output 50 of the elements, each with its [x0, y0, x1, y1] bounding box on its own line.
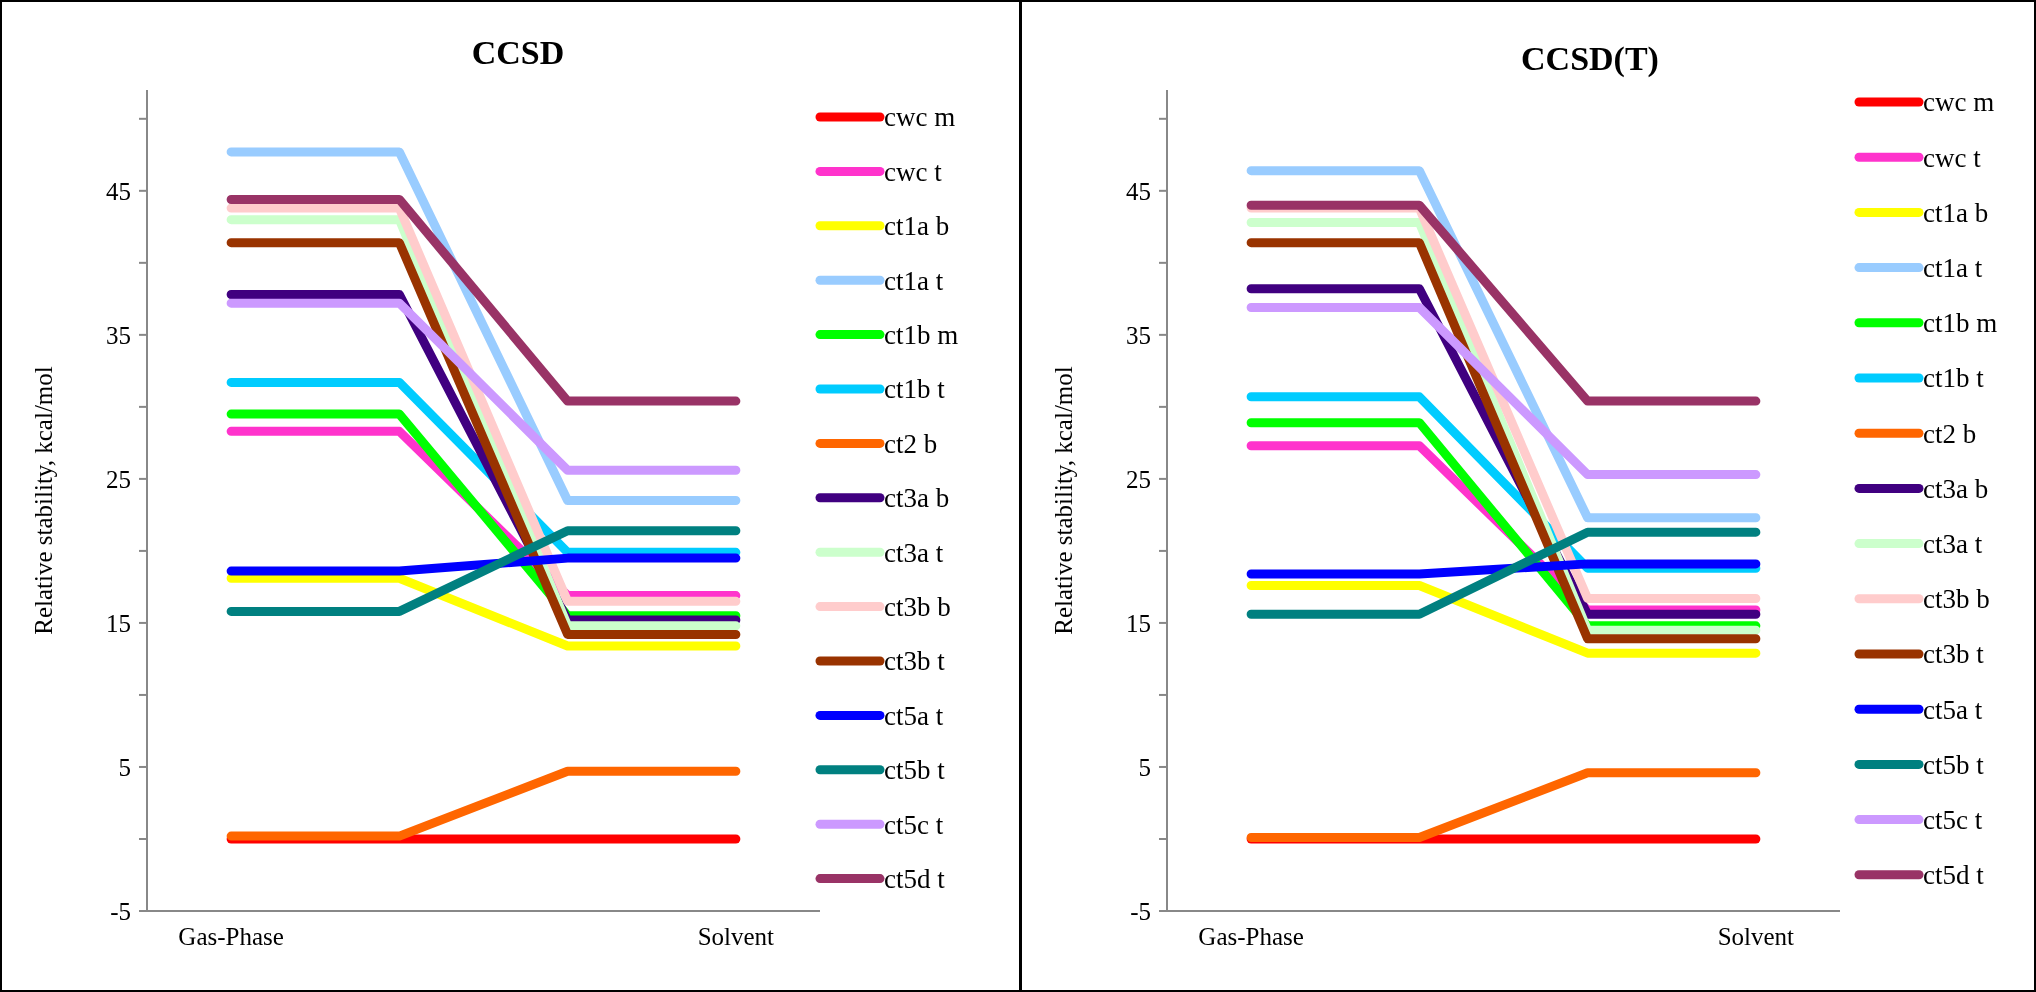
y-axis-title: Relative stability, kcal/mol [1050, 366, 1077, 635]
y-tick-label: 5 [118, 753, 131, 781]
legend-label: ct5b t [884, 755, 946, 786]
legend-label: ct1a t [1923, 253, 1983, 284]
legend-label: ct2 b [884, 428, 938, 459]
y-tick-label: 45 [1126, 177, 1151, 205]
legend-label: cwc m [884, 102, 956, 133]
chart-title: CCSD [471, 34, 565, 71]
legend-label: ct5c t [884, 809, 944, 840]
y-tick-label: 15 [1126, 609, 1151, 637]
y-tick-label: 25 [106, 465, 131, 493]
y-tick-label: 15 [106, 609, 131, 637]
y-tick-label: 35 [106, 321, 131, 349]
legend-label: ct3a t [884, 537, 944, 568]
y-tick-label: 45 [106, 177, 131, 205]
y-tick-label: -5 [110, 897, 131, 925]
legend-label: ct5a t [1923, 694, 1983, 725]
legend-label: ct5b t [1923, 749, 1985, 780]
legend-label: ct3b t [884, 646, 946, 677]
legend-label: ct1b t [1923, 363, 1985, 394]
y-tick-label: 25 [1126, 465, 1151, 493]
legend-label: ct3a b [1923, 473, 1989, 504]
legend-label: ct3b b [1923, 584, 1990, 615]
x-tick-label: Solvent [697, 923, 775, 950]
legend-label: cwc t [1923, 142, 1982, 173]
legend-label: cwc m [1923, 87, 1995, 118]
x-tick-label: Gas-Phase [1198, 923, 1304, 950]
legend-label: ct1b m [884, 320, 959, 351]
legend-label: ct1a t [884, 265, 944, 296]
legend-label: ct3a b [884, 483, 950, 514]
y-tick-label: 35 [1126, 321, 1151, 349]
chart-title: CCSD(T) [1521, 40, 1659, 78]
x-tick-label: Solvent [1717, 923, 1795, 950]
legend-label: ct2 b [1923, 418, 1977, 449]
x-tick-label: Gas-Phase [178, 923, 284, 950]
y-axis-title: Relative stability, kcal/mol [30, 366, 57, 635]
legend-label: ct5c t [1923, 805, 1983, 836]
legend-label: ct1a b [884, 211, 950, 242]
legend-label: ct5d t [1923, 860, 1985, 891]
legend-label: ct3b b [884, 592, 951, 623]
legend-label: ct5d t [884, 864, 946, 895]
y-tick-label: -5 [1130, 897, 1151, 925]
y-tick-label: 5 [1138, 753, 1151, 781]
legend-label: ct3a t [1923, 529, 1983, 560]
legend-label: cwc t [884, 156, 943, 187]
legend-label: ct1a b [1923, 197, 1989, 228]
legend-label: ct1b m [1923, 308, 1998, 339]
legend-label: ct3b t [1923, 639, 1985, 670]
legend-label: ct5a t [884, 700, 944, 731]
legend-label: ct1b t [884, 374, 946, 405]
